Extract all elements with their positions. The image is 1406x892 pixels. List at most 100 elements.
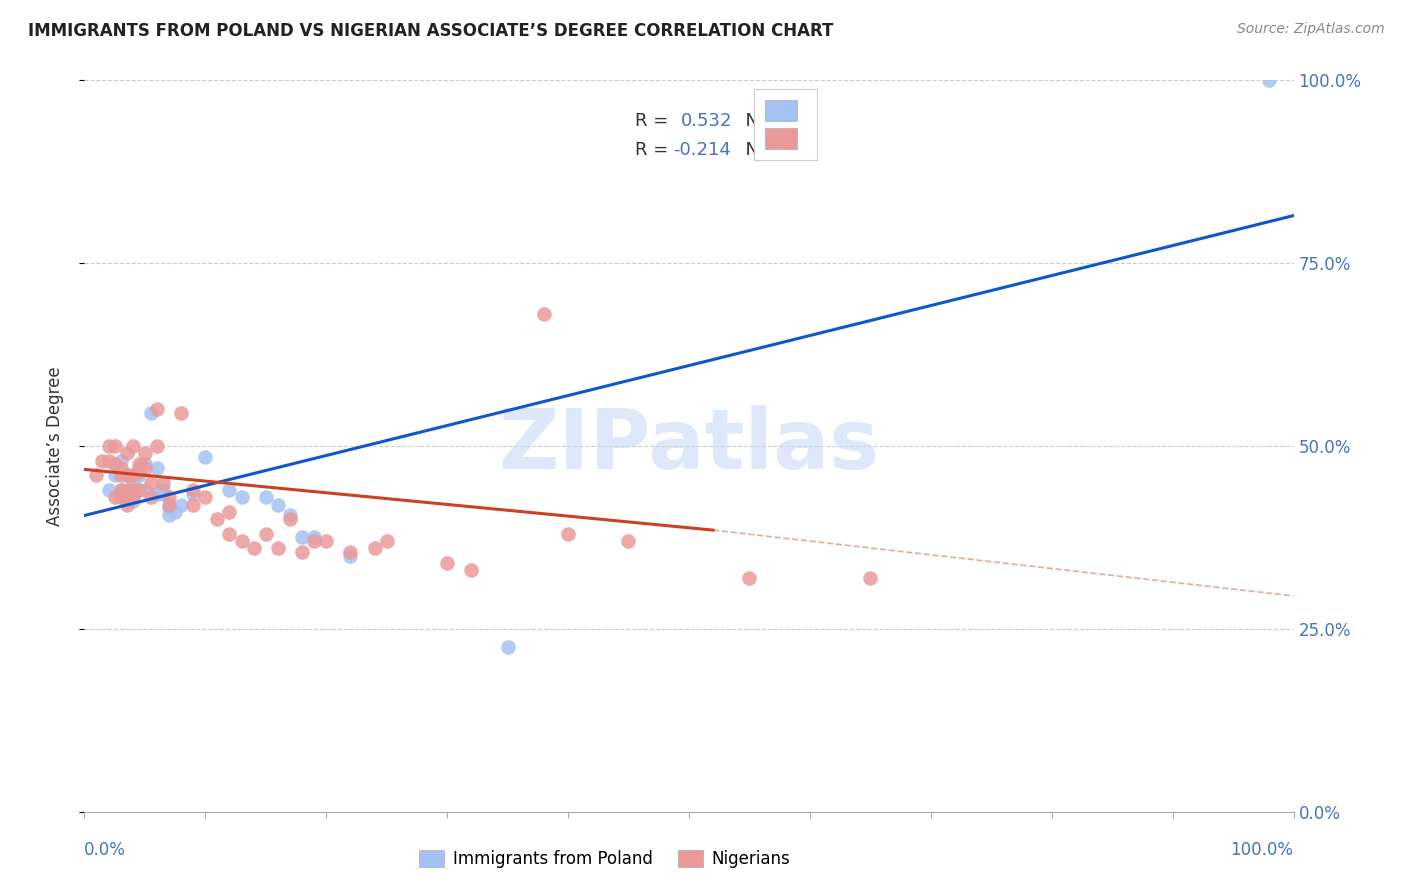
Point bbox=[278, 512, 301, 526]
Point bbox=[315, 534, 337, 549]
Point bbox=[165, 505, 187, 519]
Point bbox=[110, 468, 132, 483]
Point bbox=[97, 453, 120, 467]
Point bbox=[339, 545, 361, 559]
Point bbox=[291, 545, 314, 559]
Text: IMMIGRANTS FROM POLAND VS NIGERIAN ASSOCIATE’S DEGREE CORRELATION CHART: IMMIGRANTS FROM POLAND VS NIGERIAN ASSOC… bbox=[28, 22, 834, 40]
Point bbox=[157, 508, 180, 523]
Point bbox=[86, 468, 108, 483]
Point bbox=[110, 453, 132, 467]
Point bbox=[254, 490, 277, 504]
Point bbox=[157, 501, 180, 516]
Point bbox=[115, 494, 138, 508]
Point bbox=[278, 508, 301, 523]
Point bbox=[194, 490, 217, 504]
Point bbox=[121, 490, 143, 504]
Point bbox=[291, 530, 314, 544]
Point bbox=[134, 446, 156, 460]
Point bbox=[152, 483, 174, 497]
Point bbox=[738, 571, 761, 585]
Point bbox=[97, 439, 120, 453]
Point bbox=[128, 457, 150, 471]
Point bbox=[128, 465, 150, 479]
Text: -0.214: -0.214 bbox=[673, 141, 731, 159]
Point bbox=[436, 556, 458, 570]
Point bbox=[128, 468, 150, 483]
Point bbox=[110, 483, 132, 497]
Point bbox=[146, 439, 169, 453]
Text: N =: N = bbox=[734, 141, 785, 159]
Point bbox=[91, 453, 114, 467]
Point bbox=[115, 468, 138, 483]
Point bbox=[121, 468, 143, 483]
Point bbox=[267, 541, 290, 556]
Text: 35: 35 bbox=[770, 112, 793, 129]
Point bbox=[134, 483, 156, 497]
Point bbox=[121, 439, 143, 453]
Point bbox=[339, 549, 361, 563]
Point bbox=[139, 406, 162, 420]
Point bbox=[121, 494, 143, 508]
Point bbox=[110, 483, 132, 497]
Point bbox=[181, 486, 204, 500]
Point bbox=[267, 498, 290, 512]
Point bbox=[139, 475, 162, 490]
Point bbox=[218, 505, 240, 519]
Text: 100.0%: 100.0% bbox=[1230, 841, 1294, 859]
Point bbox=[146, 461, 169, 475]
Point bbox=[181, 483, 204, 497]
Point bbox=[134, 457, 156, 471]
Point bbox=[157, 490, 180, 504]
Point bbox=[115, 446, 138, 460]
Point bbox=[146, 402, 169, 417]
Point bbox=[121, 468, 143, 483]
Point bbox=[170, 498, 193, 512]
Point bbox=[115, 468, 138, 483]
Legend: , : , bbox=[754, 89, 817, 160]
Point bbox=[231, 534, 253, 549]
Point bbox=[218, 526, 240, 541]
Point bbox=[134, 461, 156, 475]
Point bbox=[152, 486, 174, 500]
Point bbox=[460, 563, 482, 577]
Point bbox=[181, 498, 204, 512]
Point bbox=[375, 534, 398, 549]
Text: 57: 57 bbox=[770, 141, 793, 159]
Y-axis label: Associate’s Degree: Associate’s Degree bbox=[45, 367, 63, 525]
Point bbox=[104, 490, 127, 504]
Point bbox=[139, 490, 162, 504]
Point bbox=[363, 541, 385, 556]
Point bbox=[170, 406, 193, 420]
Text: ZIPatlas: ZIPatlas bbox=[499, 406, 879, 486]
Point bbox=[115, 498, 138, 512]
Point bbox=[557, 526, 579, 541]
Point bbox=[104, 457, 127, 471]
Text: R =: R = bbox=[634, 141, 673, 159]
Point bbox=[231, 490, 253, 504]
Point bbox=[302, 530, 325, 544]
Point bbox=[152, 475, 174, 490]
Point bbox=[218, 483, 240, 497]
Point bbox=[194, 450, 217, 464]
Point bbox=[302, 534, 325, 549]
Point bbox=[128, 483, 150, 497]
Point bbox=[859, 571, 882, 585]
Point bbox=[242, 541, 264, 556]
Point bbox=[146, 486, 169, 500]
Legend: Immigrants from Poland, Nigerians: Immigrants from Poland, Nigerians bbox=[413, 843, 796, 875]
Point bbox=[121, 483, 143, 497]
Point bbox=[254, 526, 277, 541]
Text: 0.532: 0.532 bbox=[681, 112, 733, 129]
Point bbox=[128, 461, 150, 475]
Text: 0.0%: 0.0% bbox=[84, 841, 127, 859]
Point bbox=[110, 490, 132, 504]
Point bbox=[104, 439, 127, 453]
Text: N =: N = bbox=[734, 112, 785, 129]
Point bbox=[207, 512, 229, 526]
Point bbox=[115, 483, 138, 497]
Point bbox=[533, 307, 555, 321]
Point bbox=[115, 486, 138, 500]
Text: R =: R = bbox=[634, 112, 679, 129]
Point bbox=[157, 498, 180, 512]
Point bbox=[496, 640, 519, 655]
